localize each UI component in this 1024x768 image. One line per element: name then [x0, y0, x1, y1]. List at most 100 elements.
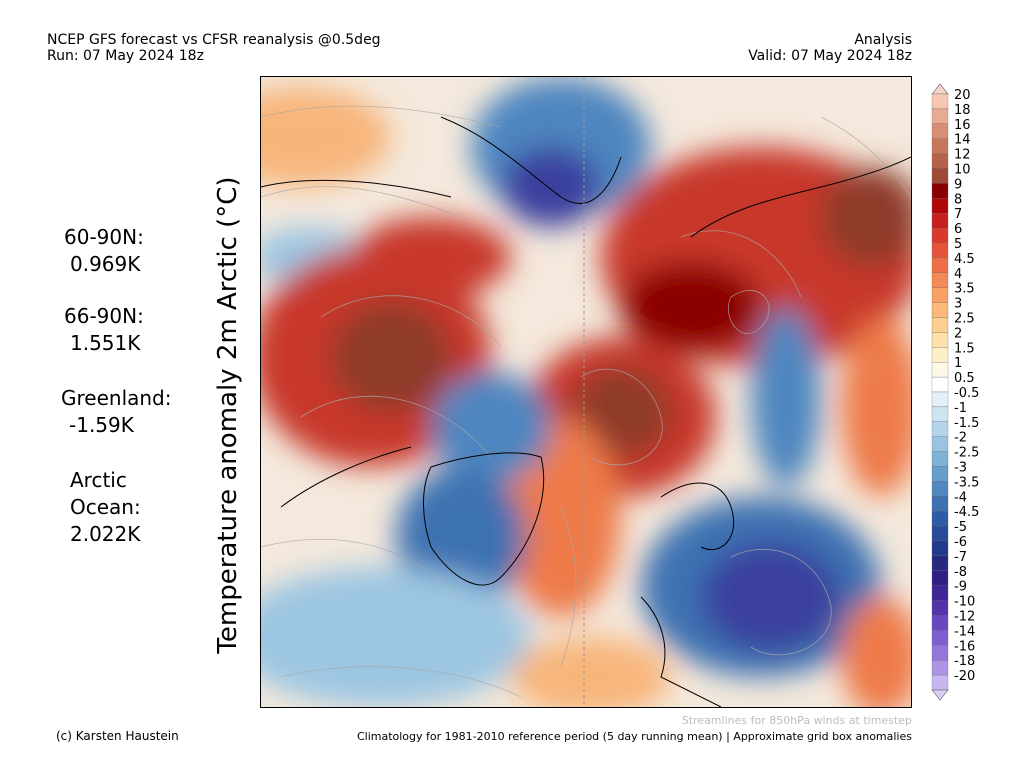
anomaly-blob-canada-core: [331, 302, 451, 412]
anomaly-blob-south-mild: [511, 637, 671, 707]
colorbar-svg: 201816141210987654.543.532.521.510.5-0.5…: [931, 83, 979, 701]
colorbar-swatch: [931, 511, 949, 527]
colorbar-swatch: [931, 391, 949, 408]
coastline-alaska: [261, 179, 452, 198]
colorbar-swatch: [931, 451, 949, 467]
anomaly-blob-east-warm: [841, 317, 911, 497]
colorbar-swatch: [931, 600, 949, 616]
coastlines: [261, 116, 911, 707]
colorbar-label: 3: [954, 297, 962, 312]
climatology-note: Climatology for 1981-2010 reference peri…: [356, 730, 912, 743]
colorbar-swatch: [931, 93, 949, 110]
anomaly-blob-bering-core: [501, 147, 601, 227]
colorbar-top-arrow: [931, 83, 949, 95]
colorbar-label: 7: [954, 207, 962, 222]
stat-60-90n: 60-90N: 0.969K: [64, 224, 144, 278]
coastline-canada: [280, 446, 412, 508]
colorbar-label: -12: [954, 610, 975, 625]
colorbar-swatch: [931, 138, 949, 154]
colorbar-label: 12: [954, 148, 971, 163]
colorbar-swatch: [931, 213, 949, 229]
colorbar-label: 1.5: [954, 341, 975, 356]
colorbar-swatch: [931, 242, 949, 259]
stat-value: 0.969K: [70, 252, 141, 276]
streamline: [280, 666, 522, 698]
anomaly-blob-atlantic-cool: [261, 567, 531, 707]
streamline: [727, 290, 770, 334]
anomaly-map-svg: [261, 77, 911, 707]
colorbar-swatch: [931, 406, 949, 422]
colorbar-swatch: [931, 257, 949, 273]
anomaly-field: [261, 77, 911, 707]
colorbar-label: -2: [954, 431, 967, 446]
stat-label: 66-90N:: [64, 304, 144, 328]
colorbar-swatch: [931, 525, 949, 542]
streamline: [300, 395, 492, 458]
colorbar-label: 0.5: [954, 371, 975, 386]
streamlines-note: Streamlines for 850hPa winds at timestep: [681, 714, 912, 727]
colorbar-swatch: [931, 347, 949, 363]
stat-value: -1.59K: [69, 413, 134, 437]
colorbar-swatch: [931, 108, 949, 124]
chart-title: NCEP GFS forecast vs CFSR reanalysis @0.…: [47, 32, 381, 48]
colorbar-swatch: [931, 496, 949, 512]
colorbar-swatch: [931, 585, 949, 601]
stat-value: 2.022K: [70, 522, 141, 546]
colorbar-label: -1.5: [954, 416, 979, 431]
colorbar-label: 5: [954, 237, 962, 252]
anomaly-blob-alaska: [351, 217, 511, 297]
colorbar-label: -7: [954, 550, 967, 565]
streamline: [730, 549, 832, 656]
coastline-scandinavia: [640, 596, 722, 707]
streamline: [560, 506, 577, 668]
anomaly-blob-se-warm: [841, 597, 911, 707]
colorbar-label: 1: [954, 356, 962, 371]
colorbar-label: -3.5: [954, 475, 979, 490]
colorbar-label: -16: [954, 639, 975, 654]
coastline-novaya-zemlya: [660, 482, 735, 551]
colorbar-swatch: [931, 302, 949, 318]
stat-label: 60-90N:: [64, 225, 144, 249]
colorbar-label: -4: [954, 490, 967, 505]
colorbar-label: -1: [954, 401, 967, 416]
streamline: [261, 186, 462, 218]
colorbar-label: 3.5: [954, 282, 975, 297]
colorbar-label: -20: [954, 669, 975, 684]
stat-66-90n: 66-90N: 1.551K: [64, 303, 144, 357]
colorbar-swatch: [931, 421, 949, 437]
stat-greenland: Greenland: -1.59K: [61, 385, 172, 439]
colorbar-label: 4.5: [954, 252, 975, 267]
colorbar-bottom-arrow: [931, 689, 949, 701]
colorbar-label: -9: [954, 580, 967, 595]
colorbar-swatch: [931, 645, 949, 661]
anomaly-blob-siberia-hot: [621, 262, 761, 352]
streamline: [320, 295, 502, 348]
streamline: [820, 116, 911, 198]
colorbar-label: 20: [954, 88, 971, 103]
streamline: [261, 105, 502, 128]
colorbar-swatch: [931, 272, 949, 288]
colorbar-swatch: [931, 540, 949, 557]
colorbar-label: 6: [954, 222, 962, 237]
streamline: [261, 538, 462, 598]
colorbar-label: -3: [954, 461, 967, 476]
colorbar-swatch: [931, 555, 949, 571]
stat-value: 1.551K: [70, 331, 141, 355]
colorbar-label: 8: [954, 192, 962, 207]
colorbar-label: -18: [954, 654, 975, 669]
colorbar-swatch: [931, 168, 949, 184]
anomaly-blob-arctic-core: [571, 367, 671, 457]
colorbar-swatch: [931, 332, 949, 348]
colorbar-swatch: [931, 227, 949, 244]
colorbar-label: 2: [954, 326, 962, 341]
run-time: Run: 07 May 2024 18z: [47, 48, 204, 64]
colorbar-label: -10: [954, 595, 975, 610]
colorbar-swatch: [931, 198, 949, 214]
colorbar-swatch: [931, 183, 949, 199]
coastline-bering: [440, 116, 622, 204]
colorbar-swatch: [931, 436, 949, 452]
anomaly-blob-ural-cold: [751, 307, 821, 487]
colorbar-swatch: [931, 362, 949, 378]
colorbar-label: 9: [954, 177, 962, 192]
colorbar-label: 18: [954, 103, 971, 118]
